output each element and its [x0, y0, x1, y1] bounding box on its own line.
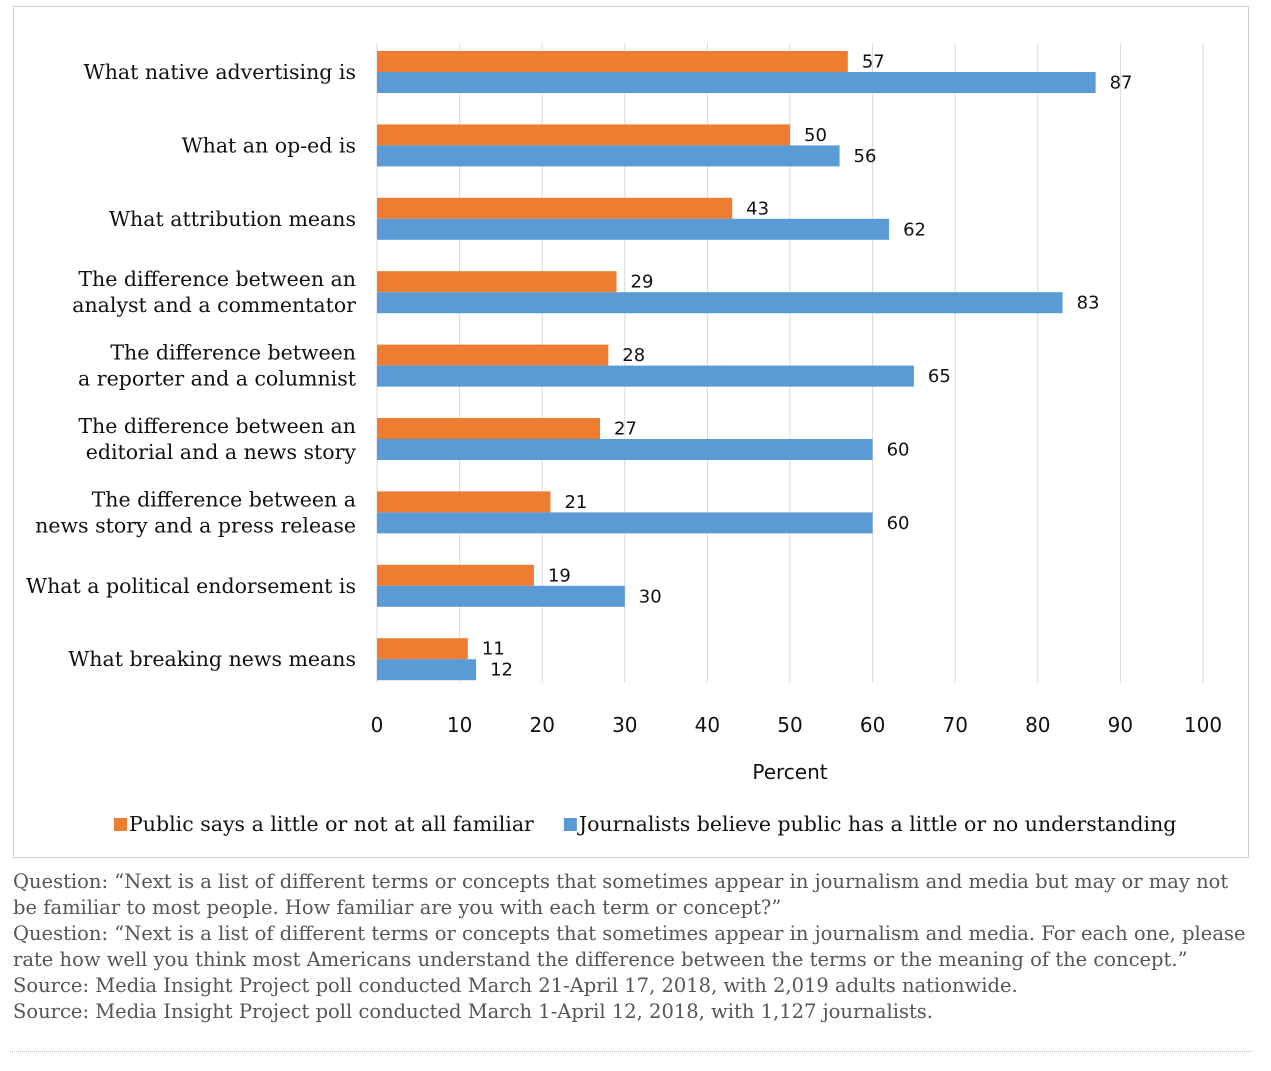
data-label-journalists-6: 60: [887, 513, 910, 534]
x-tick-label-90: 90: [1108, 713, 1133, 737]
x-tick-label-0: 0: [371, 713, 384, 737]
bar-journalists-4: [377, 365, 914, 387]
category-label-6-0: The difference between a: [92, 487, 356, 511]
bar-journalists-8: [377, 659, 477, 681]
chart-container: 0 10 20 30 40 50 60 70 80 90 100 Percent 57 87 What na…: [13, 6, 1249, 858]
bottom-divider: [10, 1051, 1253, 1052]
chart-notes: Question: “Next is a list of different t…: [13, 869, 1249, 1025]
category-label-8-0: What breaking news means: [68, 647, 356, 671]
category-label-4-0: The difference between: [110, 341, 356, 365]
category-label-1-0: What an op-ed is: [182, 133, 356, 157]
category-label-4-1: a reporter and a columnist: [78, 367, 357, 391]
legend-label-journalists: Journalists believe public has a little …: [577, 812, 1177, 836]
category-label-7-0: What a political endorsement is: [26, 574, 356, 598]
category-label-2-0: What attribution means: [109, 207, 356, 231]
x-tick-label-30: 30: [612, 713, 637, 737]
category-label-3-0: The difference between an: [78, 267, 356, 291]
legend-swatch-journalists: [563, 818, 577, 831]
data-label-public-7: 19: [548, 565, 571, 586]
x-tick-label-20: 20: [529, 713, 554, 737]
bar-public-6: [377, 491, 551, 513]
x-tick-label-80: 80: [1025, 713, 1050, 737]
bar-journalists-5: [377, 439, 873, 460]
x-axis-title: Percent: [752, 760, 827, 784]
bar-public-8: [377, 638, 468, 660]
data-label-journalists-7: 30: [639, 586, 662, 607]
bar-journalists-6: [377, 512, 873, 534]
data-label-public-0: 57: [862, 52, 885, 73]
bar-public-7: [377, 564, 534, 586]
data-label-journalists-0: 87: [1110, 73, 1133, 94]
data-label-journalists-1: 56: [854, 146, 877, 167]
bar-public-1: [377, 124, 790, 146]
x-tick-label-100: 100: [1184, 713, 1222, 737]
data-label-public-1: 50: [804, 125, 827, 146]
bar-chart: 0 10 20 30 40 50 60 70 80 90 100 Percent 57 87 What na…: [26, 43, 1222, 836]
data-label-public-8: 11: [482, 639, 505, 660]
legend-label-public: Public says a little or not at all famil…: [129, 812, 534, 836]
bar-public-4: [377, 344, 609, 366]
x-tick-label-60: 60: [860, 713, 885, 737]
bar-journalists-3: [377, 292, 1063, 314]
bar-public-3: [377, 271, 617, 293]
bar-public-0: [377, 51, 848, 72]
source-note-journalists: Source: Media Insight Project poll condu…: [13, 1000, 933, 1023]
bar-public-2: [377, 197, 733, 219]
data-label-public-3: 29: [631, 272, 654, 293]
bar-public-5: [377, 418, 601, 439]
data-label-public-4: 28: [622, 345, 645, 366]
x-tick-label-10: 10: [447, 713, 472, 737]
data-label-journalists-4: 65: [928, 366, 951, 387]
data-label-public-2: 43: [746, 198, 769, 219]
x-tick-label-50: 50: [777, 713, 802, 737]
legend-swatch-public: [114, 818, 127, 831]
data-label-journalists-8: 12: [490, 660, 513, 681]
category-label-0-0: What native advertising is: [84, 60, 356, 84]
bar-journalists-2: [377, 218, 890, 240]
data-label-journalists-3: 83: [1077, 293, 1100, 314]
x-tick-label-70: 70: [942, 713, 967, 737]
bar-journalists-1: [377, 145, 840, 167]
question-note-public: Question: “Next is a list of different t…: [13, 870, 1229, 919]
category-label-5-0: The difference between an: [78, 414, 356, 438]
data-label-journalists-5: 60: [887, 440, 910, 461]
bar-journalists-7: [377, 585, 625, 607]
data-label-journalists-2: 62: [903, 219, 926, 240]
category-label-6-1: news story and a press release: [35, 513, 356, 537]
data-label-public-6: 21: [564, 492, 587, 513]
source-note-public: Source: Media Insight Project poll condu…: [13, 974, 1018, 997]
category-label-3-1: analyst and a commentator: [72, 293, 356, 317]
question-note-journalists: Question: “Next is a list of different t…: [13, 922, 1246, 971]
category-label-5-1: editorial and a news story: [86, 440, 357, 464]
bar-journalists-0: [377, 72, 1096, 93]
x-tick-label-40: 40: [695, 713, 720, 737]
data-label-public-5: 27: [614, 419, 637, 440]
